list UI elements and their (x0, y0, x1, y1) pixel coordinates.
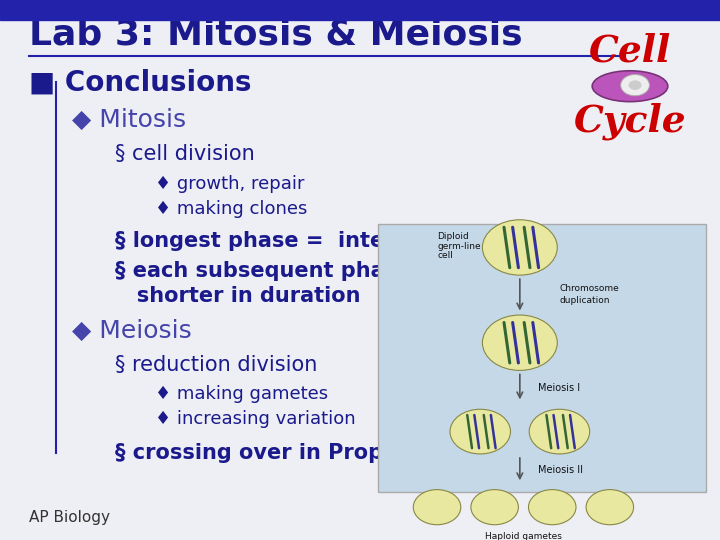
Text: Chromosome: Chromosome (559, 284, 619, 293)
Text: Meiosis II: Meiosis II (538, 465, 583, 475)
Text: germ-line: germ-line (437, 242, 481, 251)
Ellipse shape (593, 71, 668, 102)
Text: ■ Conclusions: ■ Conclusions (29, 69, 251, 97)
Text: shorter in duration: shorter in duration (115, 286, 361, 306)
Text: duplication: duplication (559, 296, 610, 305)
Circle shape (529, 409, 590, 454)
Text: § reduction division: § reduction division (115, 355, 318, 375)
Text: ◆ Meiosis: ◆ Meiosis (72, 319, 192, 343)
Text: ♦ making gametes: ♦ making gametes (155, 385, 328, 403)
Text: § each subsequent phase is: § each subsequent phase is (115, 261, 438, 281)
Circle shape (471, 490, 518, 525)
Text: Cycle: Cycle (574, 102, 686, 139)
Circle shape (586, 490, 634, 525)
Text: Meiosis I: Meiosis I (538, 383, 580, 393)
Text: ◆ Mitosis: ◆ Mitosis (72, 108, 186, 132)
Bar (0, 0, 720, 20)
Circle shape (450, 409, 510, 454)
Circle shape (629, 80, 642, 90)
Circle shape (482, 315, 557, 370)
Text: Haploid gametes: Haploid gametes (485, 532, 562, 540)
Text: Diploid: Diploid (437, 232, 469, 241)
Circle shape (413, 490, 461, 525)
Text: AP Biology: AP Biology (29, 510, 109, 525)
Text: Cell: Cell (589, 32, 671, 69)
Circle shape (528, 490, 576, 525)
Text: ♦ increasing variation: ♦ increasing variation (155, 410, 356, 428)
Text: § crossing over in Prophase 1: § crossing over in Prophase 1 (115, 443, 461, 463)
Circle shape (621, 75, 649, 96)
Text: ♦ growth, repair: ♦ growth, repair (155, 174, 305, 193)
Text: § cell division: § cell division (115, 144, 255, 164)
Text: Lab 3: Mitosis & Meiosis: Lab 3: Mitosis & Meiosis (29, 18, 523, 52)
Bar (378, 224, 706, 492)
Circle shape (482, 220, 557, 275)
Text: § longest phase =  interphase: § longest phase = interphase (115, 231, 465, 251)
Text: ♦ making clones: ♦ making clones (155, 200, 307, 218)
Text: cell: cell (437, 252, 453, 260)
